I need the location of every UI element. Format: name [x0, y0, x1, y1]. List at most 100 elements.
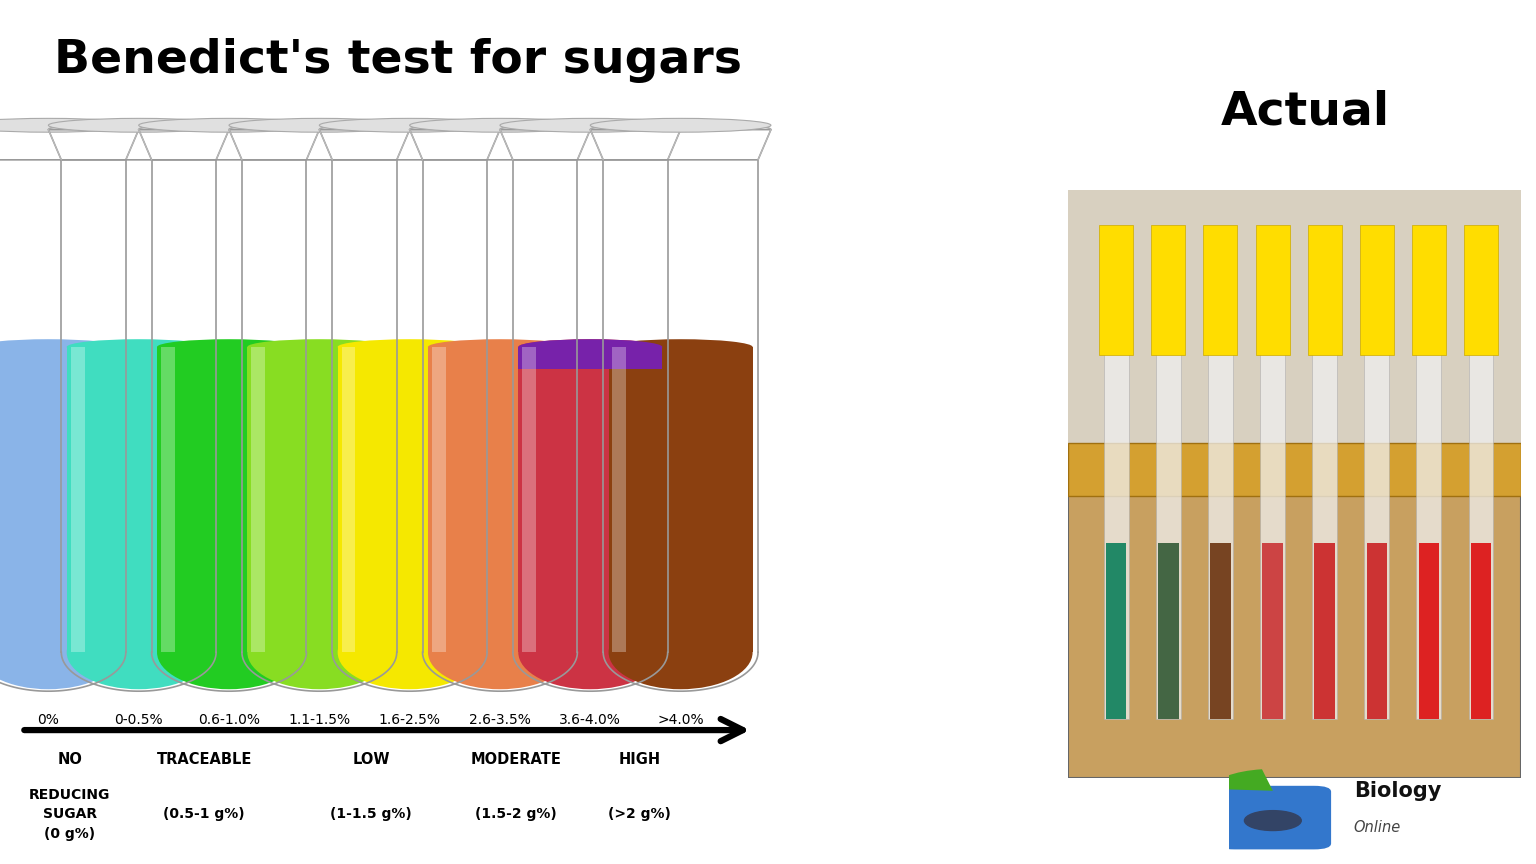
- Text: HIGH: HIGH: [619, 752, 660, 766]
- Bar: [1260, 337, 1286, 719]
- Text: TRACEABLE: TRACEABLE: [157, 752, 252, 766]
- Bar: [71, 347, 84, 652]
- Text: MODERATE: MODERATE: [470, 752, 562, 766]
- Text: 1.1-1.5%: 1.1-1.5%: [289, 713, 350, 727]
- Ellipse shape: [66, 615, 210, 689]
- Circle shape: [1244, 810, 1301, 830]
- Bar: [152, 160, 307, 652]
- Bar: [0, 160, 126, 652]
- Bar: [1468, 337, 1493, 719]
- Ellipse shape: [247, 615, 392, 689]
- Bar: [1068, 442, 1521, 496]
- Bar: [608, 347, 753, 652]
- Bar: [1263, 543, 1283, 719]
- Ellipse shape: [49, 118, 229, 132]
- Bar: [0, 347, 120, 652]
- Text: 0%: 0%: [37, 713, 60, 727]
- Text: 2.6-3.5%: 2.6-3.5%: [468, 713, 531, 727]
- Text: >4.0%: >4.0%: [657, 713, 703, 727]
- Bar: [1312, 337, 1338, 719]
- Bar: [1412, 226, 1445, 354]
- Ellipse shape: [0, 613, 126, 691]
- Bar: [1416, 337, 1441, 719]
- Ellipse shape: [338, 340, 482, 355]
- Bar: [1100, 226, 1134, 354]
- Bar: [1158, 543, 1178, 719]
- Bar: [157, 347, 301, 652]
- Text: 0-0.5%: 0-0.5%: [114, 713, 163, 727]
- Text: NO: NO: [57, 752, 83, 766]
- Bar: [1210, 543, 1230, 719]
- Bar: [247, 347, 392, 652]
- FancyBboxPatch shape: [1218, 786, 1332, 849]
- Text: REDUCING
SUGAR
(0 g%): REDUCING SUGAR (0 g%): [29, 788, 111, 841]
- Ellipse shape: [0, 118, 138, 132]
- Ellipse shape: [429, 615, 571, 689]
- Text: Online: Online: [1353, 820, 1401, 835]
- Bar: [1207, 337, 1233, 719]
- Bar: [66, 347, 210, 652]
- Bar: [1307, 226, 1341, 354]
- Ellipse shape: [338, 615, 482, 689]
- Bar: [1104, 337, 1129, 719]
- Text: Biology: Biology: [1353, 781, 1441, 801]
- Bar: [1157, 337, 1181, 719]
- Text: Actual: Actual: [1221, 90, 1390, 135]
- Ellipse shape: [608, 340, 753, 355]
- Bar: [1315, 543, 1335, 719]
- Text: 0.6-1.0%: 0.6-1.0%: [198, 713, 260, 727]
- Ellipse shape: [608, 615, 753, 689]
- Bar: [338, 347, 482, 652]
- Bar: [1419, 543, 1439, 719]
- Ellipse shape: [157, 615, 301, 689]
- Bar: [1464, 226, 1498, 354]
- Ellipse shape: [518, 340, 662, 355]
- Text: Benedict's test for sugars: Benedict's test for sugars: [54, 38, 742, 83]
- Bar: [1152, 226, 1186, 354]
- Ellipse shape: [518, 340, 662, 355]
- Ellipse shape: [319, 118, 499, 132]
- Text: (0.5-1 g%): (0.5-1 g%): [163, 788, 246, 822]
- Wedge shape: [1210, 769, 1273, 791]
- Bar: [1359, 226, 1393, 354]
- Ellipse shape: [61, 613, 217, 691]
- Ellipse shape: [0, 340, 120, 355]
- Text: (1.5-2 g%): (1.5-2 g%): [475, 788, 558, 822]
- Ellipse shape: [241, 613, 396, 691]
- Text: 1.6-2.5%: 1.6-2.5%: [379, 713, 441, 727]
- Bar: [604, 160, 759, 652]
- Ellipse shape: [513, 613, 668, 691]
- Bar: [518, 347, 662, 369]
- Ellipse shape: [138, 118, 319, 132]
- Ellipse shape: [604, 613, 757, 691]
- Bar: [1364, 337, 1389, 719]
- Text: 3.6-4.0%: 3.6-4.0%: [559, 713, 621, 727]
- Ellipse shape: [518, 615, 662, 689]
- Bar: [1106, 543, 1126, 719]
- Bar: [432, 347, 445, 652]
- Bar: [1068, 190, 1521, 454]
- Text: (1-1.5 g%): (1-1.5 g%): [330, 788, 412, 822]
- Bar: [1471, 543, 1491, 719]
- Bar: [518, 347, 662, 652]
- Bar: [429, 347, 571, 652]
- Ellipse shape: [229, 118, 410, 132]
- Ellipse shape: [66, 340, 210, 355]
- Bar: [1255, 226, 1290, 354]
- Bar: [161, 347, 175, 652]
- Ellipse shape: [499, 118, 680, 132]
- Bar: [422, 160, 578, 652]
- Bar: [332, 160, 487, 652]
- Ellipse shape: [152, 613, 307, 691]
- Ellipse shape: [429, 340, 571, 355]
- Bar: [241, 160, 396, 652]
- Ellipse shape: [247, 340, 392, 355]
- Bar: [513, 160, 668, 652]
- Text: (>2 g%): (>2 g%): [608, 788, 671, 822]
- Bar: [613, 347, 627, 652]
- Bar: [341, 347, 355, 652]
- Ellipse shape: [422, 613, 578, 691]
- Bar: [1367, 543, 1387, 719]
- Ellipse shape: [0, 615, 120, 689]
- Ellipse shape: [157, 340, 301, 355]
